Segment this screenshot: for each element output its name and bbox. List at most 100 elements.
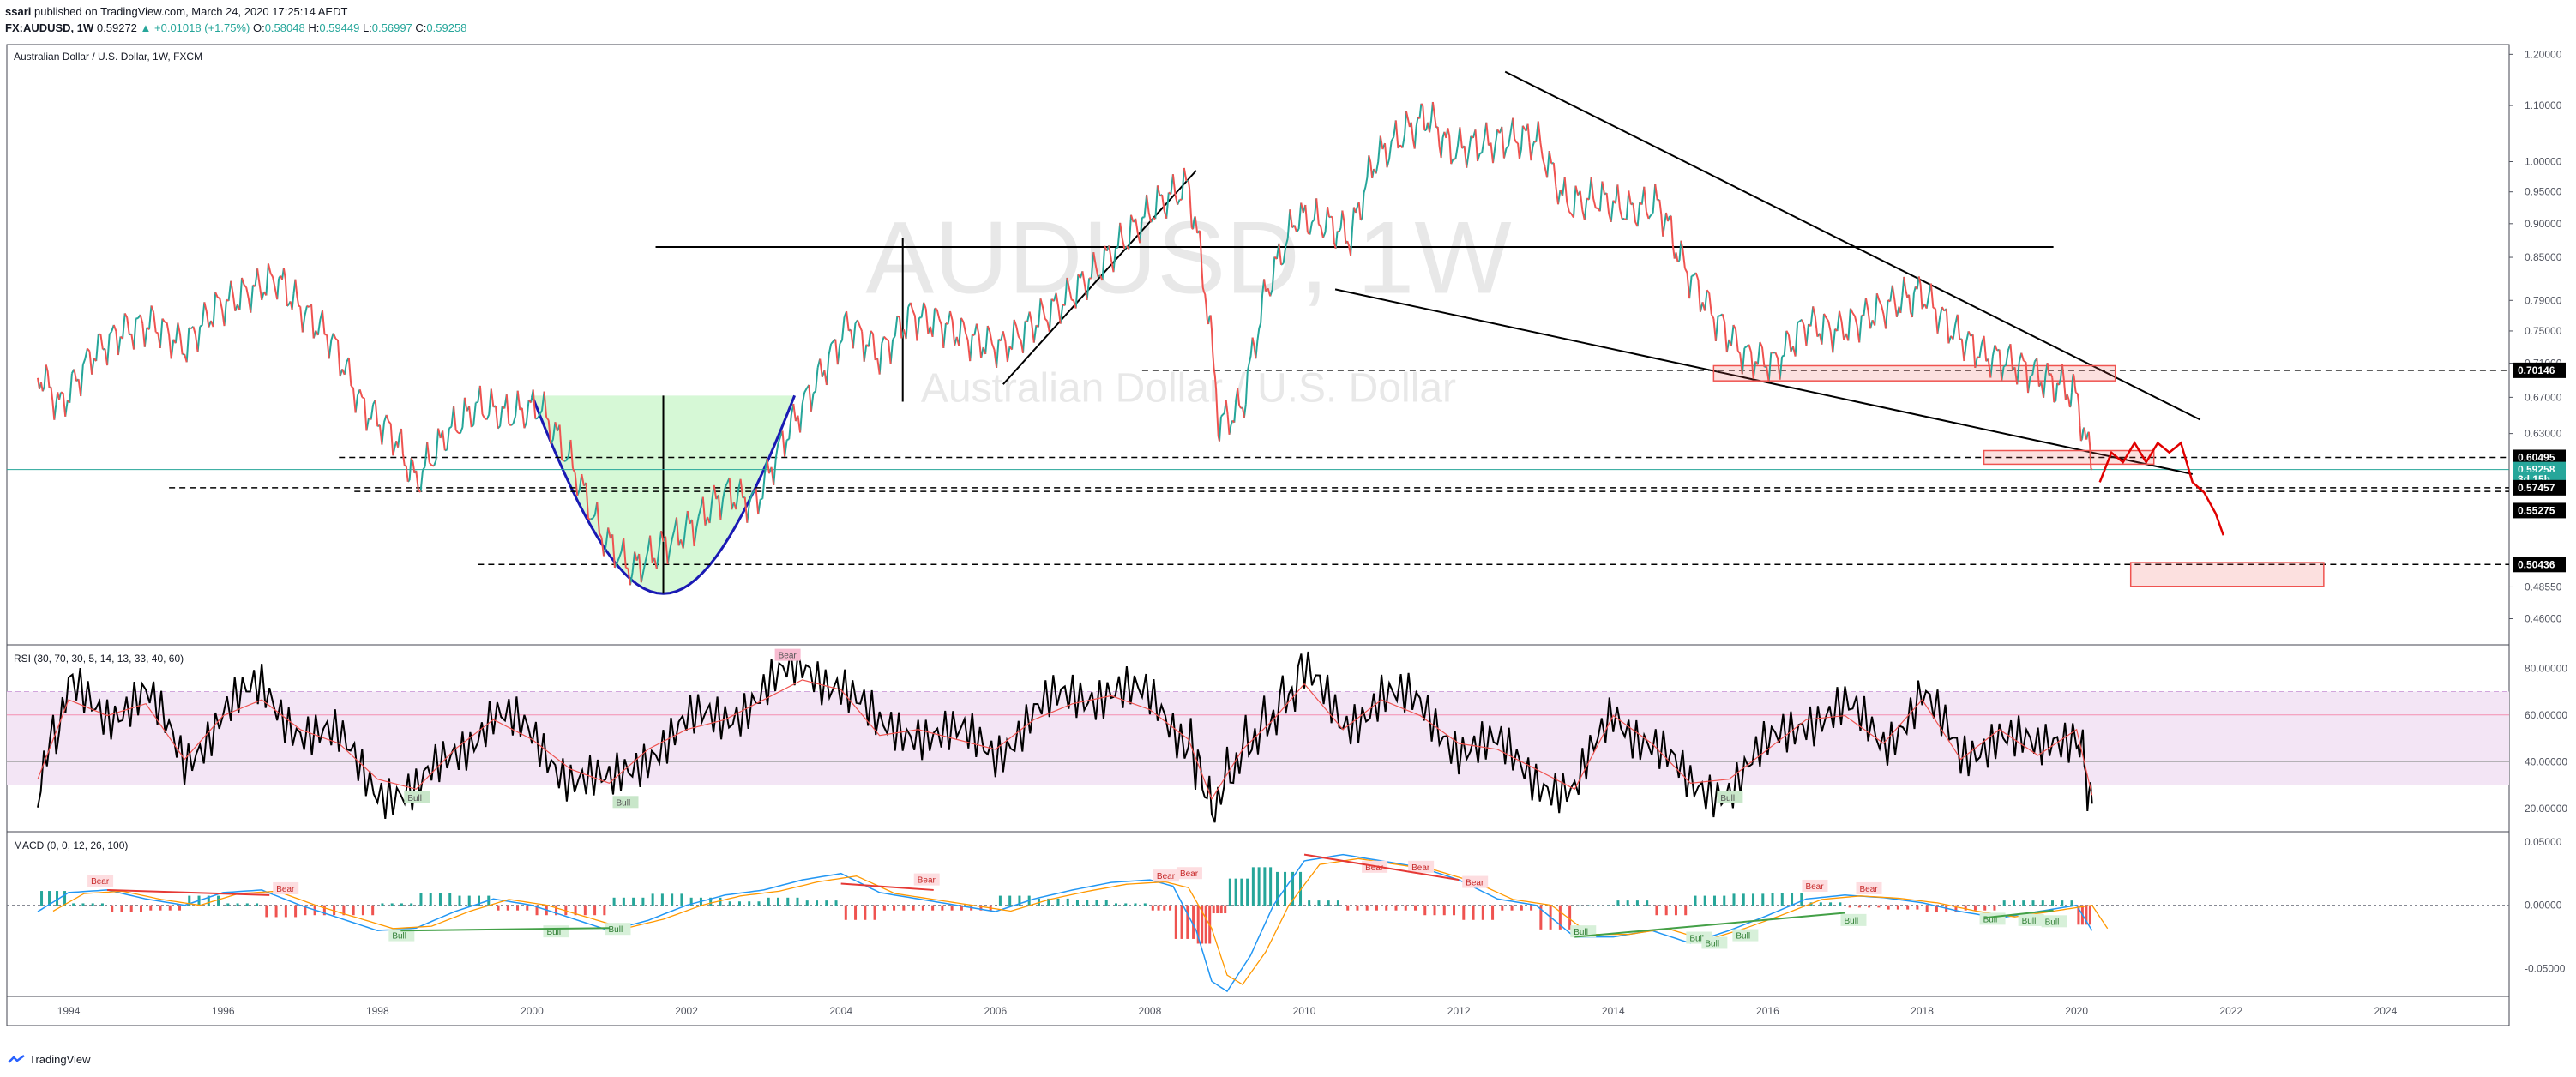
badge-bg: [1802, 879, 1828, 892]
macd-pane-title: MACD (0, 0, 12, 26, 100): [14, 839, 128, 851]
macd-histogram-bar: [371, 905, 375, 916]
macd-histogram-bar: [1299, 871, 1303, 906]
divergence-line[interactable]: [840, 882, 934, 891]
macd-histogram-bar: [438, 893, 442, 906]
badge-text: Bull: [1720, 794, 1735, 803]
open-label: O:: [252, 21, 265, 34]
macd-histogram-bar: [1196, 905, 1200, 944]
macd-histogram-bar: [1993, 905, 1996, 911]
projection-series[interactable]: [2098, 441, 2224, 536]
divergence-line[interactable]: [1983, 909, 2054, 919]
time-axis[interactable]: 1994 1996 1998 2000 2002 2004 2006 2008 2010 2012…: [57, 1005, 2398, 1017]
macd-histogram-bar: [825, 900, 828, 906]
footer: TradingView: [7, 1053, 91, 1066]
macd-signal-badge: Bull: [1840, 913, 1867, 926]
macd-histogram-bar: [1018, 895, 1021, 906]
macd-histogram-bar: [834, 900, 838, 906]
macd-histogram-bar: [1935, 905, 1938, 912]
time-tick-label: 2022: [2219, 1005, 2242, 1017]
macd-histogram-bar: [1462, 905, 1466, 920]
macd-histogram-bar: [63, 891, 67, 906]
descending-support[interactable]: [1334, 288, 2193, 475]
badge-bg: [404, 791, 430, 803]
price-tick-label: 1.00000: [2525, 155, 2562, 167]
price-tag: 0.55275: [2513, 502, 2566, 519]
macd-histogram-bar: [1568, 905, 1572, 930]
price-tick-label: 0.48550: [2525, 581, 2562, 593]
macd-histogram-bar: [632, 897, 635, 906]
badge-text: Bear: [1859, 885, 1878, 894]
macd-histogram-bar: [921, 905, 924, 911]
supply-demand-zone-0[interactable]: [1712, 364, 2116, 382]
macd-histogram-bar: [893, 905, 896, 911]
macd-histogram-bar: [816, 900, 819, 906]
macd-tick-label: 0.00000: [2525, 900, 2562, 912]
macd-histogram-bar: [1712, 895, 1716, 906]
badge-text: Bull: [2022, 917, 2037, 926]
author[interactable]: ssari: [5, 5, 32, 18]
macd-histogram-bar: [72, 903, 75, 906]
divergence-line[interactable]: [400, 927, 610, 932]
macd-histogram-bar: [1906, 905, 1910, 910]
price-pane-title: Australian Dollar / U.S. Dollar, 1W, FXC…: [14, 51, 202, 63]
macd-histogram-bar: [1481, 905, 1484, 920]
badge-bg: [1732, 929, 1759, 942]
macd-histogram-bar: [593, 905, 597, 916]
pane-titles: Australian Dollar / U.S. Dollar, 1W, FXC…: [14, 51, 202, 851]
divergence-line[interactable]: [1574, 912, 1845, 938]
badge-text: Bear: [779, 652, 797, 661]
macd-histogram-bar: [516, 905, 520, 911]
macd-histogram-bar: [1186, 905, 1189, 939]
macd-histogram-bar: [1115, 903, 1118, 906]
macd-signal-badge: Bull: [388, 929, 415, 942]
divergence-line[interactable]: [1303, 853, 1460, 881]
badge-text: Bull: [1844, 917, 1858, 926]
ohlc-line: FX:AUDUSD, 1W 0.59272 ▲ +0.01018 (+1.75%…: [5, 20, 466, 36]
macd-histogram-bar: [1983, 905, 1987, 911]
macd-signal-badge: Bull: [605, 923, 631, 936]
badge-bg: [774, 648, 801, 661]
macd-histogram-bar: [1163, 905, 1166, 911]
macd-histogram-bar: [931, 905, 935, 911]
symbol-label: FX:AUDUSD, 1W: [5, 21, 94, 34]
macd-histogram-bar: [1169, 905, 1172, 911]
macd-histogram-bar: [458, 895, 461, 906]
macd-histogram-bar: [1204, 905, 1207, 944]
macd-histogram-bar: [1404, 905, 1407, 911]
price-pane: AUDUSD, 1W Australian Dollar / U.S. Dolla…: [7, 48, 2566, 624]
macd-histogram-bar: [1819, 902, 1822, 906]
watermark-name: Australian Dollar / U.S. Dollar: [921, 366, 1456, 412]
macd-histogram-bar: [680, 893, 683, 906]
brand-label[interactable]: TradingView: [29, 1053, 91, 1066]
descending-resistance[interactable]: [1504, 70, 2201, 421]
badge-text: Bear: [1365, 863, 1384, 873]
macd-histogram-bar: [1234, 878, 1237, 906]
macd-histogram-bar: [1723, 895, 1726, 906]
supply-demand-zone-2[interactable]: [2129, 562, 2325, 587]
macd-histogram-bar: [400, 903, 403, 906]
price-tick-label: 0.95000: [2525, 186, 2562, 198]
macd-histogram-bar: [998, 895, 1002, 906]
price-series-up: [39, 101, 2090, 586]
badge-bg: [87, 875, 114, 887]
macd-histogram-bar: [120, 905, 123, 912]
price-tag: 0.57457: [2513, 479, 2566, 496]
macd-histogram-bar: [1973, 905, 1977, 911]
macd-histogram-bar: [497, 905, 500, 911]
macd-signal-line: [52, 857, 2109, 985]
macd-histogram-bar: [728, 901, 731, 906]
chart-area[interactable]: AUDUSD, 1W Australian Dollar / U.S. Dolla…: [0, 39, 2576, 1048]
macd-signal-badge: Bull: [1732, 929, 1759, 942]
badge-bg: [1717, 791, 1743, 803]
macd-histogram-bar: [2088, 905, 2091, 925]
price-tag-text: 0.70146: [2518, 364, 2555, 376]
divergence-line[interactable]: [107, 888, 270, 896]
macd-histogram-bar: [1868, 905, 1871, 908]
macd-histogram-bar: [129, 905, 133, 912]
rsi-pane-title: RSI (30, 70, 30, 5, 14, 13, 33, 40, 60): [14, 653, 184, 665]
tradingview-logo-icon[interactable]: [7, 1054, 26, 1066]
macd-histogram-bar: [1887, 905, 1890, 910]
macd-histogram-bar: [1501, 905, 1504, 911]
price-tag-bg: [2513, 502, 2566, 519]
macd-histogram-bar: [81, 903, 85, 906]
